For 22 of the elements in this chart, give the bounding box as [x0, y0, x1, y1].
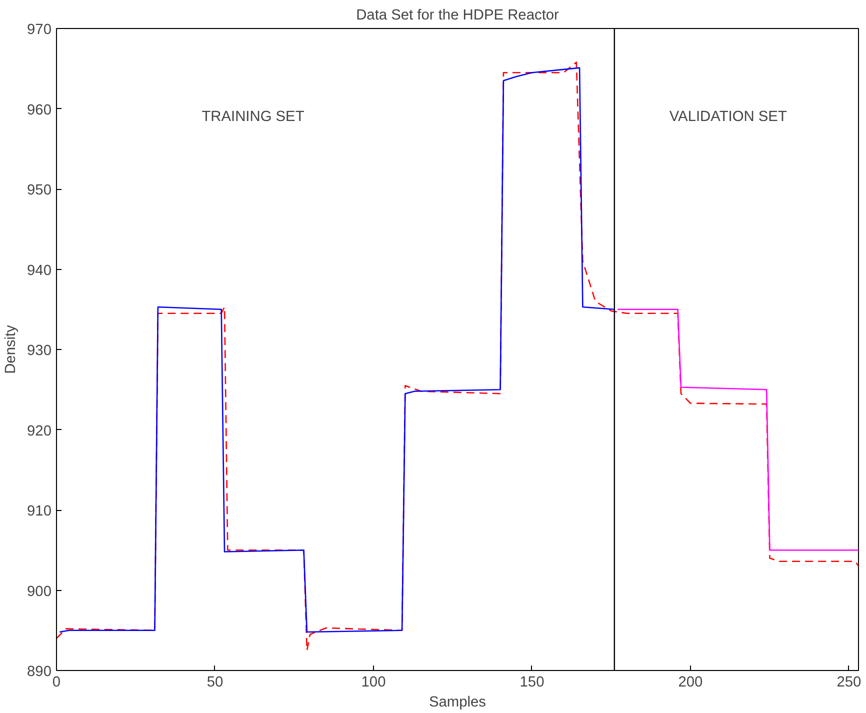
line-series [59, 67, 616, 633]
line-series [616, 308, 858, 551]
x-axis-title: Samples [428, 694, 486, 710]
annotation: VALIDATION SET [669, 108, 787, 125]
y-tick-label: 910 [27, 504, 52, 520]
x-tick-label: 100 [361, 674, 386, 690]
x-tick-label: 0 [52, 674, 61, 690]
y-tick-label: 900 [27, 584, 52, 600]
x-tick-label: 50 [206, 674, 224, 690]
annotation: TRAINING SET [202, 108, 304, 125]
y-tick-label: 920 [27, 423, 52, 440]
y-tick-label: 960 [27, 102, 52, 118]
x-tick-label: 250 [836, 674, 862, 690]
y-tick-label: 890 [27, 664, 52, 680]
chart-title: Data Set for the HDPE Reactor [356, 8, 560, 24]
y-tick-label: 930 [27, 343, 52, 359]
y-tick-label: 950 [27, 182, 52, 198]
x-tick-label: 200 [678, 674, 703, 690]
y-axis-title: Density [3, 324, 20, 374]
y-tick-label: 940 [27, 262, 52, 279]
y-tick-label: 970 [27, 22, 52, 38]
x-tick-label: 150 [520, 674, 544, 690]
